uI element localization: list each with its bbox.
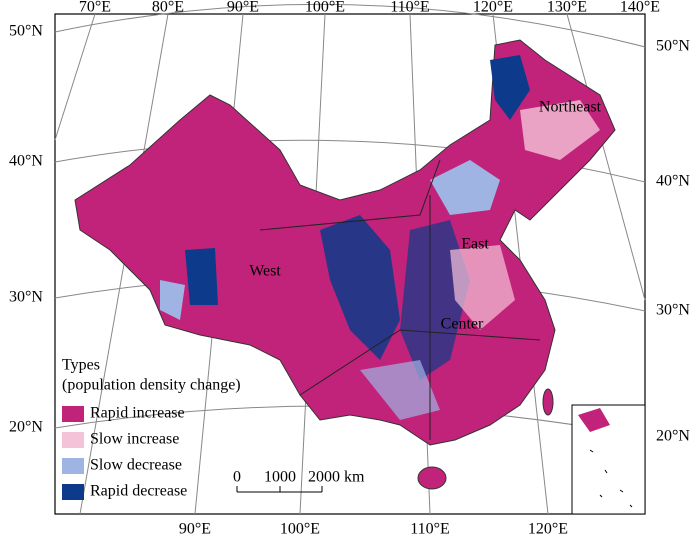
scale-label: 0 xyxy=(233,469,241,486)
longitude-label: 120°E xyxy=(528,521,568,538)
latitude-label: 50°N xyxy=(656,38,690,55)
slow-decrease-zone xyxy=(360,360,440,420)
latitude-label: 30°N xyxy=(656,302,690,319)
taiwan xyxy=(542,388,554,416)
legend-swatch xyxy=(62,432,84,448)
longitude-label: 130°E xyxy=(547,0,587,16)
longitude-label: 100°E xyxy=(280,521,320,538)
parallel xyxy=(54,3,646,48)
hainan xyxy=(417,466,447,490)
latitude-label: 50°N xyxy=(9,23,43,40)
longitude-label: 100°E xyxy=(305,0,345,16)
longitude-label: 110°E xyxy=(410,521,450,538)
latitude-label: 40°N xyxy=(9,153,43,170)
longitude-label: 110°E xyxy=(390,0,430,16)
meridian xyxy=(566,13,646,301)
region-label: Northeast xyxy=(539,99,602,116)
longitude-label: 70°E xyxy=(79,0,111,16)
region-label: West xyxy=(249,263,281,280)
region-label: East xyxy=(461,236,489,253)
scale-line xyxy=(236,486,323,493)
legend-swatch xyxy=(62,406,84,422)
slow-increase-zone xyxy=(520,100,600,160)
legend-title: (population density change) xyxy=(62,377,241,394)
region-label: Center xyxy=(441,316,484,333)
legend-label: Rapid decrease xyxy=(90,483,187,500)
region-boundary xyxy=(259,159,541,440)
china xyxy=(74,39,616,490)
slow-decrease-zone xyxy=(430,160,500,215)
legend-swatch xyxy=(62,458,84,474)
longitude-label: 90°E xyxy=(179,521,211,538)
latitude-label: 20°N xyxy=(656,428,690,445)
scale-label: 1000 xyxy=(264,469,296,486)
legend-label: Slow decrease xyxy=(90,457,182,474)
legend-label: Slow increase xyxy=(90,431,179,448)
meridian xyxy=(54,13,96,141)
scale-label: 2000 km xyxy=(308,469,365,486)
rapid-decrease-zone xyxy=(320,215,400,360)
inset-land xyxy=(578,408,610,432)
slow-decrease-zone xyxy=(160,280,185,320)
longitude-label: 120°E xyxy=(473,0,513,16)
inset xyxy=(571,404,646,515)
longitude-label: 80°E xyxy=(152,0,184,16)
longitude-label: 140°E xyxy=(620,0,660,16)
latitude-label: 40°N xyxy=(656,173,690,190)
longitude-label: 90°E xyxy=(227,0,259,16)
legend-title: Types xyxy=(62,357,100,374)
legend-label: Rapid increase xyxy=(90,405,185,422)
rapid-decrease-zone xyxy=(490,55,530,120)
latitude-label: 20°N xyxy=(9,419,43,436)
scale-bar xyxy=(236,486,323,493)
legend-swatch xyxy=(62,484,84,500)
rapid-decrease-zone xyxy=(185,248,218,305)
latitude-label: 30°N xyxy=(9,289,43,306)
slow-increase-zone xyxy=(450,245,515,330)
inset-islands xyxy=(589,449,633,508)
